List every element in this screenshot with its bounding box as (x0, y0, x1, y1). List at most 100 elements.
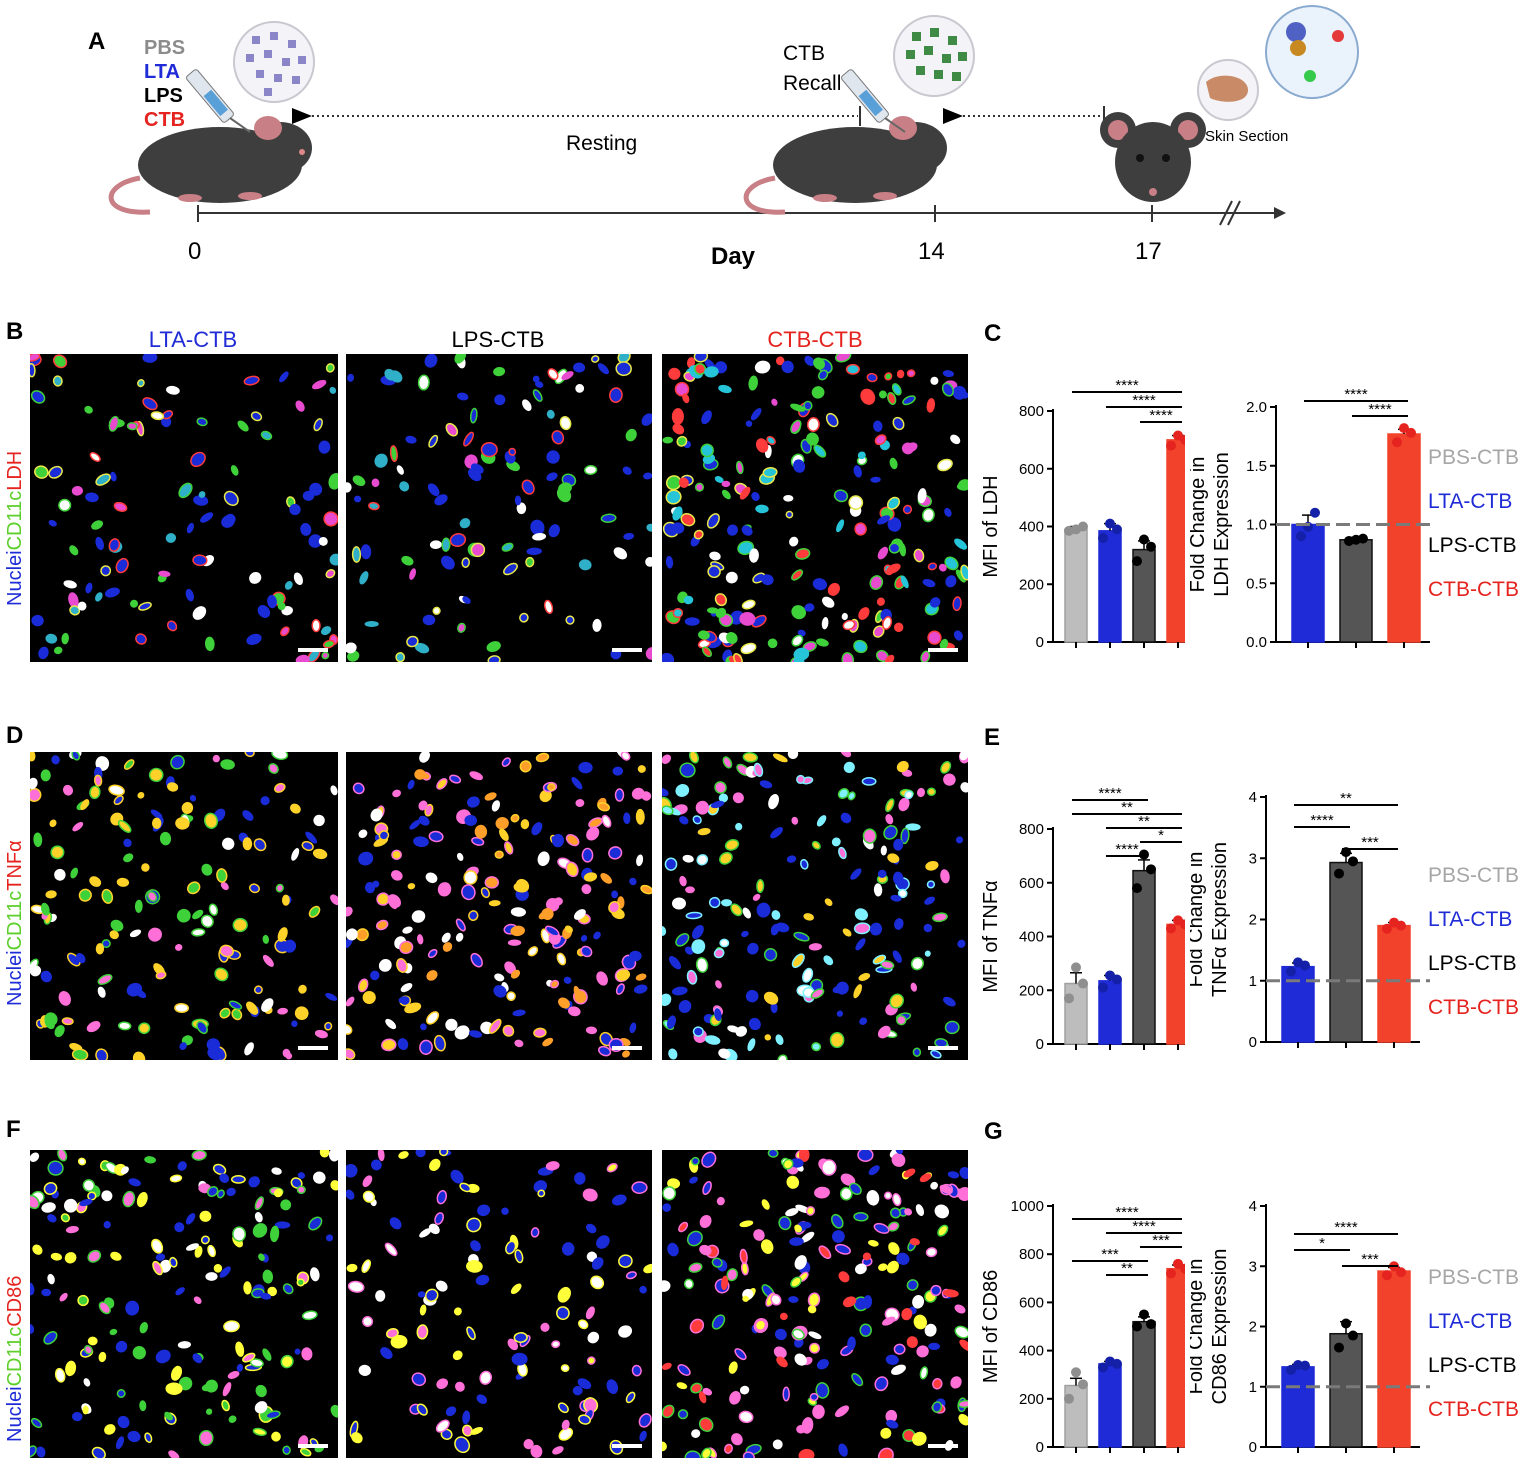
data-point (1139, 1309, 1149, 1320)
y-axis-label: CD86 Expression (1209, 1249, 1231, 1405)
y-tick-label: 3 (1249, 850, 1257, 867)
legend-item-lps: LPS-CTB (1428, 1354, 1517, 1377)
antigen-recall-bubble-icon (893, 15, 975, 97)
y-tick-label: 0 (1036, 1439, 1044, 1456)
scale-bar (928, 1046, 958, 1050)
timeline-arrowhead (1274, 207, 1286, 219)
bar (1132, 1320, 1156, 1448)
stain-label-cd86: NucleiCD11cCD86 (4, 1276, 27, 1442)
data-point (1105, 518, 1115, 529)
significance-label: * (1319, 1235, 1325, 1252)
day-tick-14: 14 (918, 238, 945, 265)
y-tick-label: 0 (1036, 1036, 1044, 1053)
legend-item-pbs: PBS-CTB (1428, 864, 1520, 887)
column-title-lta: LTA-CTB (148, 327, 238, 352)
bar (1064, 528, 1088, 643)
y-tick-label: 1.5 (1246, 458, 1267, 475)
data-point (1348, 1330, 1358, 1341)
bar (1064, 982, 1088, 1045)
y-axis-label: LDH Expression (1211, 452, 1233, 597)
panel-letter-d: D (6, 722, 24, 749)
scale-bar (928, 1444, 958, 1448)
bar (1166, 439, 1185, 643)
bar (1132, 869, 1156, 1045)
legend-item-lps: LPS-CTB (1428, 952, 1517, 975)
bar (1329, 861, 1363, 1043)
stain-cd11c: CD11c (4, 890, 26, 951)
y-tick-label: 600 (1019, 875, 1044, 892)
micrograph-cd86-ctb (662, 1150, 968, 1458)
y-tick-label: 200 (1019, 576, 1044, 593)
data-point (1348, 856, 1358, 867)
legend-item-lta: LTA-CTB (1428, 490, 1513, 513)
stain-nuclei: Nuclei (4, 950, 26, 1006)
stain-label-ldh: NucleiCD11cLDH (4, 451, 27, 606)
y-axis-label: MFI of LDH (980, 475, 1002, 577)
panel-letter-f: F (6, 1116, 21, 1143)
significance-label: **** (1149, 407, 1173, 424)
resting-label: Resting (566, 132, 638, 155)
significance-label: **** (1334, 1219, 1358, 1236)
significance-label: ** (1121, 1260, 1133, 1277)
y-axis-label: MFI of CD86 (980, 1270, 1002, 1383)
y-tick-label: 800 (1019, 403, 1044, 420)
data-point (1071, 524, 1081, 535)
significance-label: * (1158, 827, 1164, 844)
micrograph-cd86-lps (346, 1150, 652, 1458)
data-point (1064, 993, 1074, 1004)
recall-label-line2: Recall (783, 72, 842, 95)
data-point (1166, 440, 1176, 451)
data-point (1132, 556, 1142, 567)
stain-marker: TNFα (4, 840, 26, 891)
legend-g: PBS-CTB LTA-CTB LPS-CTB CTB-CTB (1428, 1256, 1519, 1432)
legend-item-ctb: CTB-CTB (1428, 578, 1519, 601)
legend-c: PBS-CTB LTA-CTB LPS-CTB CTB-CTB (1428, 436, 1519, 612)
skin-section-label: Skin Section (1205, 128, 1289, 145)
y-tick-label: 4 (1249, 1198, 1257, 1215)
legend-item-lta: LTA-CTB (1428, 1310, 1513, 1333)
treatment-lps: LPS (144, 85, 183, 107)
data-point (1389, 917, 1399, 928)
bar (1098, 530, 1122, 643)
recall-arrow-head (943, 108, 963, 124)
data-point (1286, 1364, 1296, 1375)
bar (1377, 924, 1411, 1043)
stain-cd11c: CD11c (4, 490, 26, 551)
y-axis-label: MFI of TNFα (980, 880, 1002, 992)
y-tick-label: 400 (1019, 929, 1044, 946)
panel-letter-c: C (984, 320, 1002, 347)
legend-item-ctb: CTB-CTB (1428, 1398, 1519, 1421)
legend-item-ctb: CTB-CTB (1428, 996, 1519, 1019)
y-axis-label: Fold Change in (1190, 457, 1209, 593)
data-point (1286, 966, 1296, 977)
significance-label: ** (1121, 799, 1133, 816)
micrograph-cd86-lta (30, 1150, 338, 1458)
micrograph-tnfa-ctb (662, 752, 968, 1060)
scale-bar (298, 1046, 328, 1050)
treatment-list: PBS LTA LPS CTB (144, 36, 185, 132)
y-tick-label: 0.5 (1246, 575, 1267, 592)
bar (1166, 1267, 1185, 1448)
bar (1281, 965, 1315, 1043)
y-tick-label: 600 (1019, 461, 1044, 478)
y-tick-label: 400 (1019, 1343, 1044, 1360)
timeline-schematic (108, 5, 1359, 226)
bar (1339, 539, 1373, 643)
y-axis-label: TNFα Expression (1209, 842, 1231, 997)
micrograph-tnfa-lps (346, 752, 652, 1060)
significance-label: **** (1368, 401, 1392, 418)
scale-bar (928, 648, 958, 652)
data-point (1112, 524, 1122, 535)
data-point (1296, 531, 1306, 542)
significance-label: **** (1132, 1218, 1156, 1235)
bar (1377, 1270, 1411, 1448)
data-point (1334, 1342, 1344, 1353)
y-axis-label: Fold Change in (1190, 1259, 1207, 1395)
y-tick-label: 1 (1249, 1379, 1257, 1396)
y-tick-label: 400 (1019, 519, 1044, 536)
column-title-ctb: CTB-CTB (767, 327, 863, 352)
micrograph-ldh-ctb (662, 354, 968, 662)
